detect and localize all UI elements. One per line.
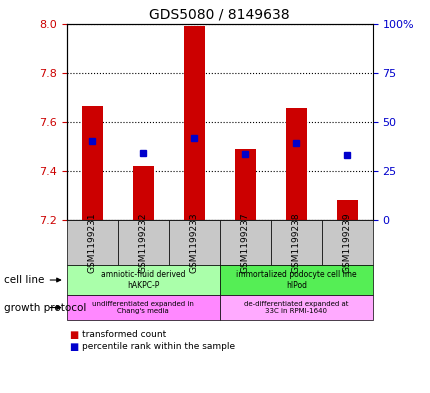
Bar (336, 200, 356, 220)
Text: GSM1199237: GSM1199237 (240, 212, 249, 273)
Text: transformed count: transformed count (82, 331, 166, 339)
Text: cell line: cell line (4, 275, 45, 285)
Text: GSM1199231: GSM1199231 (88, 212, 97, 273)
Text: ■: ■ (69, 330, 78, 340)
Text: ■: ■ (69, 342, 78, 352)
Bar (286, 108, 306, 220)
Bar (234, 149, 255, 220)
Text: amniotic-fluid derived
hAKPC-P: amniotic-fluid derived hAKPC-P (101, 270, 185, 290)
Text: GSM1199233: GSM1199233 (189, 212, 198, 273)
Text: percentile rank within the sample: percentile rank within the sample (82, 342, 234, 351)
Text: immortalized podocyte cell line
hIPod: immortalized podocyte cell line hIPod (236, 270, 356, 290)
Bar (133, 166, 153, 220)
Text: GSM1199238: GSM1199238 (291, 212, 300, 273)
Text: GSM1199239: GSM1199239 (342, 212, 351, 273)
Bar (82, 106, 102, 220)
Text: undifferentiated expanded in
Chang's media: undifferentiated expanded in Chang's med… (92, 301, 194, 314)
Bar (184, 26, 204, 220)
Text: de-differentiated expanded at
33C in RPMI-1640: de-differentiated expanded at 33C in RPM… (243, 301, 348, 314)
Text: growth protocol: growth protocol (4, 303, 86, 312)
Text: GSM1199232: GSM1199232 (138, 213, 147, 273)
Title: GDS5080 / 8149638: GDS5080 / 8149638 (149, 7, 289, 21)
